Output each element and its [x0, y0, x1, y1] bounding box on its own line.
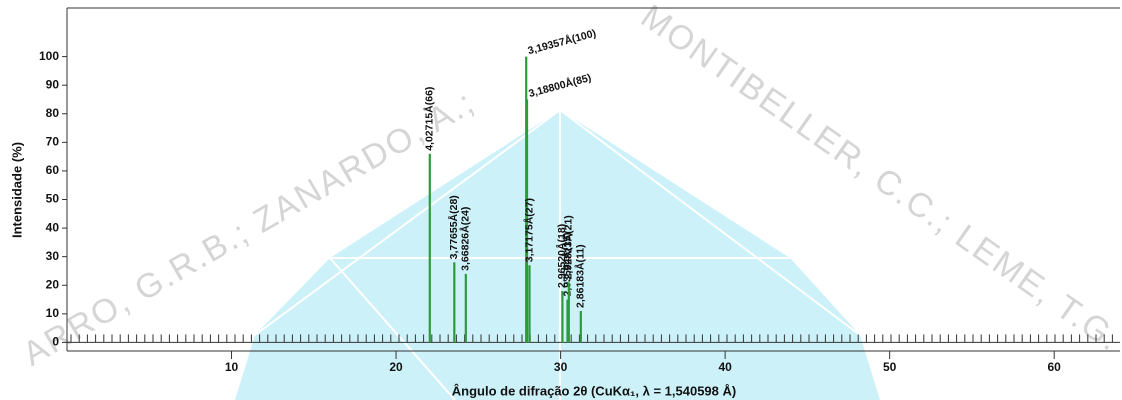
- y-tick-label: 20: [46, 277, 60, 291]
- y-tick-label: 80: [46, 106, 60, 120]
- peak-label: 3,17175Å(27): [522, 198, 535, 262]
- x-tick-label: 60: [1048, 360, 1062, 374]
- peak-label: 2,93594Å(15): [560, 232, 573, 296]
- y-tick-label: 60: [46, 163, 60, 177]
- x-axis-title: Ângulo de difração 2θ (CuKα₁, λ = 1,5405…: [452, 383, 736, 398]
- peak-label: 2,92823Å(21): [562, 215, 575, 279]
- peak-label: 3,77655Å(28): [447, 195, 460, 259]
- x-tick-label: 10: [225, 360, 239, 374]
- y-tick-label: 40: [46, 220, 60, 234]
- y-tick-label: 70: [46, 135, 60, 149]
- x-tick-label: 20: [389, 360, 403, 374]
- peak-label: 3,19357Å(100): [526, 26, 597, 57]
- peak-label: 2,96520Å(18): [555, 224, 568, 288]
- y-tick-label: 30: [46, 249, 60, 263]
- peak-label: 3,18800Å(85): [527, 71, 592, 100]
- y-tick-label: 10: [46, 306, 60, 320]
- x-tick-label: 30: [554, 360, 568, 374]
- y-tick-label: 0: [52, 335, 59, 349]
- x-tick-label: 50: [883, 360, 897, 374]
- y-tick-label: 50: [46, 192, 60, 206]
- peak-label: 4,02715Å(66): [423, 87, 436, 151]
- y-tick-label: 100: [39, 49, 59, 63]
- peak-label: 2,86183Å(11): [574, 244, 587, 308]
- peak-label: 3,66826Å(24): [459, 207, 472, 271]
- y-tick-label: 90: [46, 77, 60, 91]
- watermark-shape: [235, 108, 880, 400]
- x-tick-label: 40: [718, 360, 732, 374]
- y-axis-title: Intensidade (%): [9, 142, 24, 238]
